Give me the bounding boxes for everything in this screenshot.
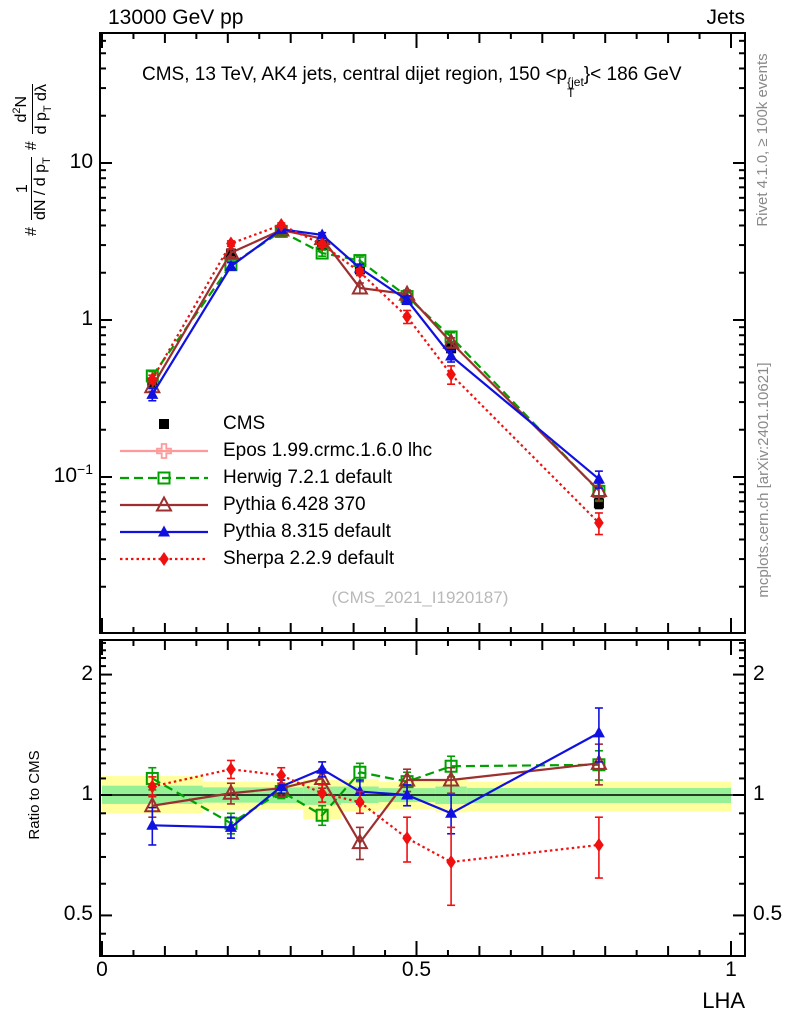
x-tick-1: 1 [725, 958, 737, 981]
legend-label-cms: CMS [223, 412, 266, 434]
main-y-tick-1: 1 [81, 307, 93, 330]
ratio-y-tick-right-2: 2 [753, 661, 765, 685]
plot-title-subscript: T [567, 86, 575, 100]
main-y-tick-10: 10 [69, 150, 93, 173]
legend-label-pythia8: Pythia 8.315 default [223, 520, 391, 542]
x-tick-0: 0 [96, 958, 108, 981]
sherpa-legend-marker-icon [120, 551, 208, 566]
legend-label-epos: Epos 1.99.crmc.1.6.0 lhc [223, 439, 433, 461]
legend-label-herwig: Herwig 7.2.1 default [223, 466, 392, 488]
analysis-id-watermark: (CMS_2021_I1920187) [331, 588, 509, 607]
plot-title-tail: }< 186 GeV [583, 64, 682, 85]
pythia8-legend-marker-icon [120, 525, 208, 536]
pythia8-curve [146, 707, 605, 846]
ratio-y-tick-left-1: 1 [81, 782, 93, 805]
legend: CMS Epos 1.99.crmc.1.6.0 lhc Herwig 7.2.1 … [118, 410, 432, 572]
formula-2-numerator: d2N [11, 84, 33, 135]
x-tick-0.5: 0.5 [401, 958, 432, 981]
legend-item-sherpa: Sherpa 2.2.9 default [118, 545, 432, 572]
mcplots-reference-note: mcplots.cern.ch [arXiv:2401.10621] [754, 362, 772, 598]
main-y-tick-0.1: 10−1 [53, 461, 93, 487]
legend-item-epos: Epos 1.99.crmc.1.6.0 lhc [118, 437, 432, 464]
ratio-y-tick-left-0.5: 0.5 [63, 902, 93, 926]
ratio-y-tick-right-0.5: 0.5 [753, 902, 783, 926]
legend-item-pythia6: Pythia 6.428 370 [118, 491, 432, 518]
ratio-y-tick-left-2: 2 [81, 661, 93, 685]
formula-hash-2: # [23, 141, 40, 151]
plot-title: CMS, 13 TeV, AK4 jets, central dijet reg… [142, 64, 682, 99]
legend-item-pythia8: Pythia 8.315 default [118, 518, 432, 545]
formula-2-denominator: d pT dλ [32, 84, 54, 135]
sherpa-curve [147, 217, 604, 536]
herwig-legend-marker-icon [120, 471, 208, 484]
legend-item-cms: CMS [118, 410, 432, 437]
formula-hash-1: # [23, 227, 40, 236]
formula-fraction-2: d2N d pT dλ [11, 84, 54, 135]
analysis-group-label: Jets [706, 6, 745, 29]
plot-title-superscript: {jet [567, 75, 584, 89]
ratio-y-tick-right-1: 1 [753, 782, 765, 805]
epos-legend-marker-icon [120, 442, 208, 459]
plot-title-text: CMS, 13 TeV, AK4 jets, central dijet reg… [142, 64, 568, 85]
rivet-version-note: Rivet 4.1.0, ≥ 100k events [753, 53, 771, 227]
beam-energy-label: 13000 GeV pp [108, 6, 244, 29]
legend-label-pythia6: Pythia 6.428 370 [223, 493, 366, 515]
legend-label-sherpa: Sherpa 2.2.9 default [223, 547, 395, 569]
sherpa-curve [147, 759, 604, 907]
x-axis-label: LHA [702, 988, 745, 1013]
cms-legend-marker-icon [159, 418, 169, 429]
legend-item-herwig: Herwig 7.2.1 default [118, 464, 432, 491]
pythia6-legend-marker-icon [120, 494, 208, 511]
